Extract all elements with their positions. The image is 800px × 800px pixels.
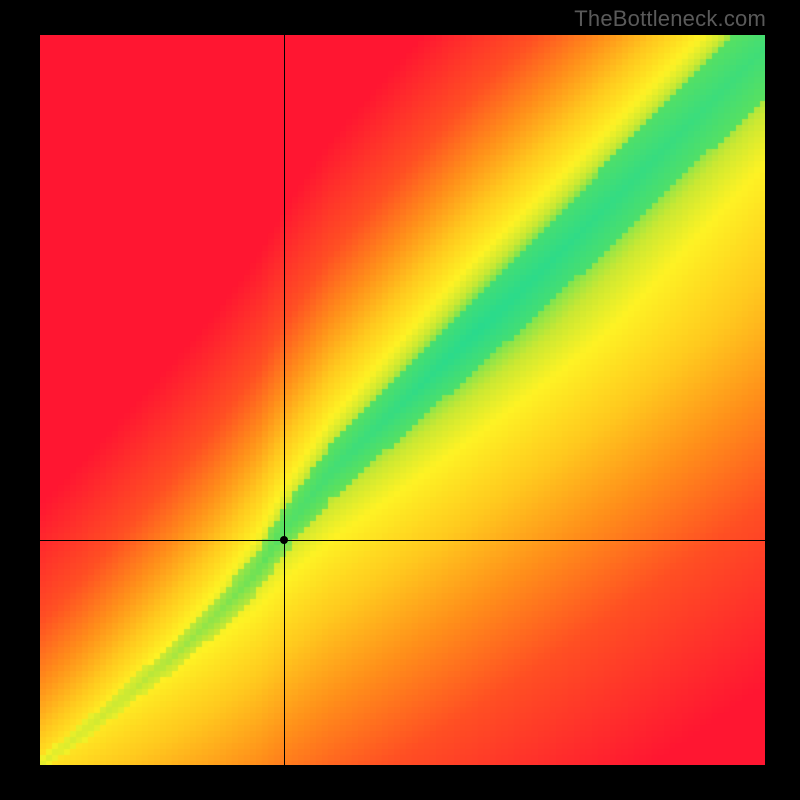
plot-area xyxy=(40,35,765,765)
crosshair-horizontal xyxy=(40,540,765,541)
watermark-text: TheBottleneck.com xyxy=(574,6,766,32)
heatmap-canvas xyxy=(40,35,765,765)
crosshair-vertical xyxy=(284,35,285,765)
marker-dot xyxy=(280,536,288,544)
